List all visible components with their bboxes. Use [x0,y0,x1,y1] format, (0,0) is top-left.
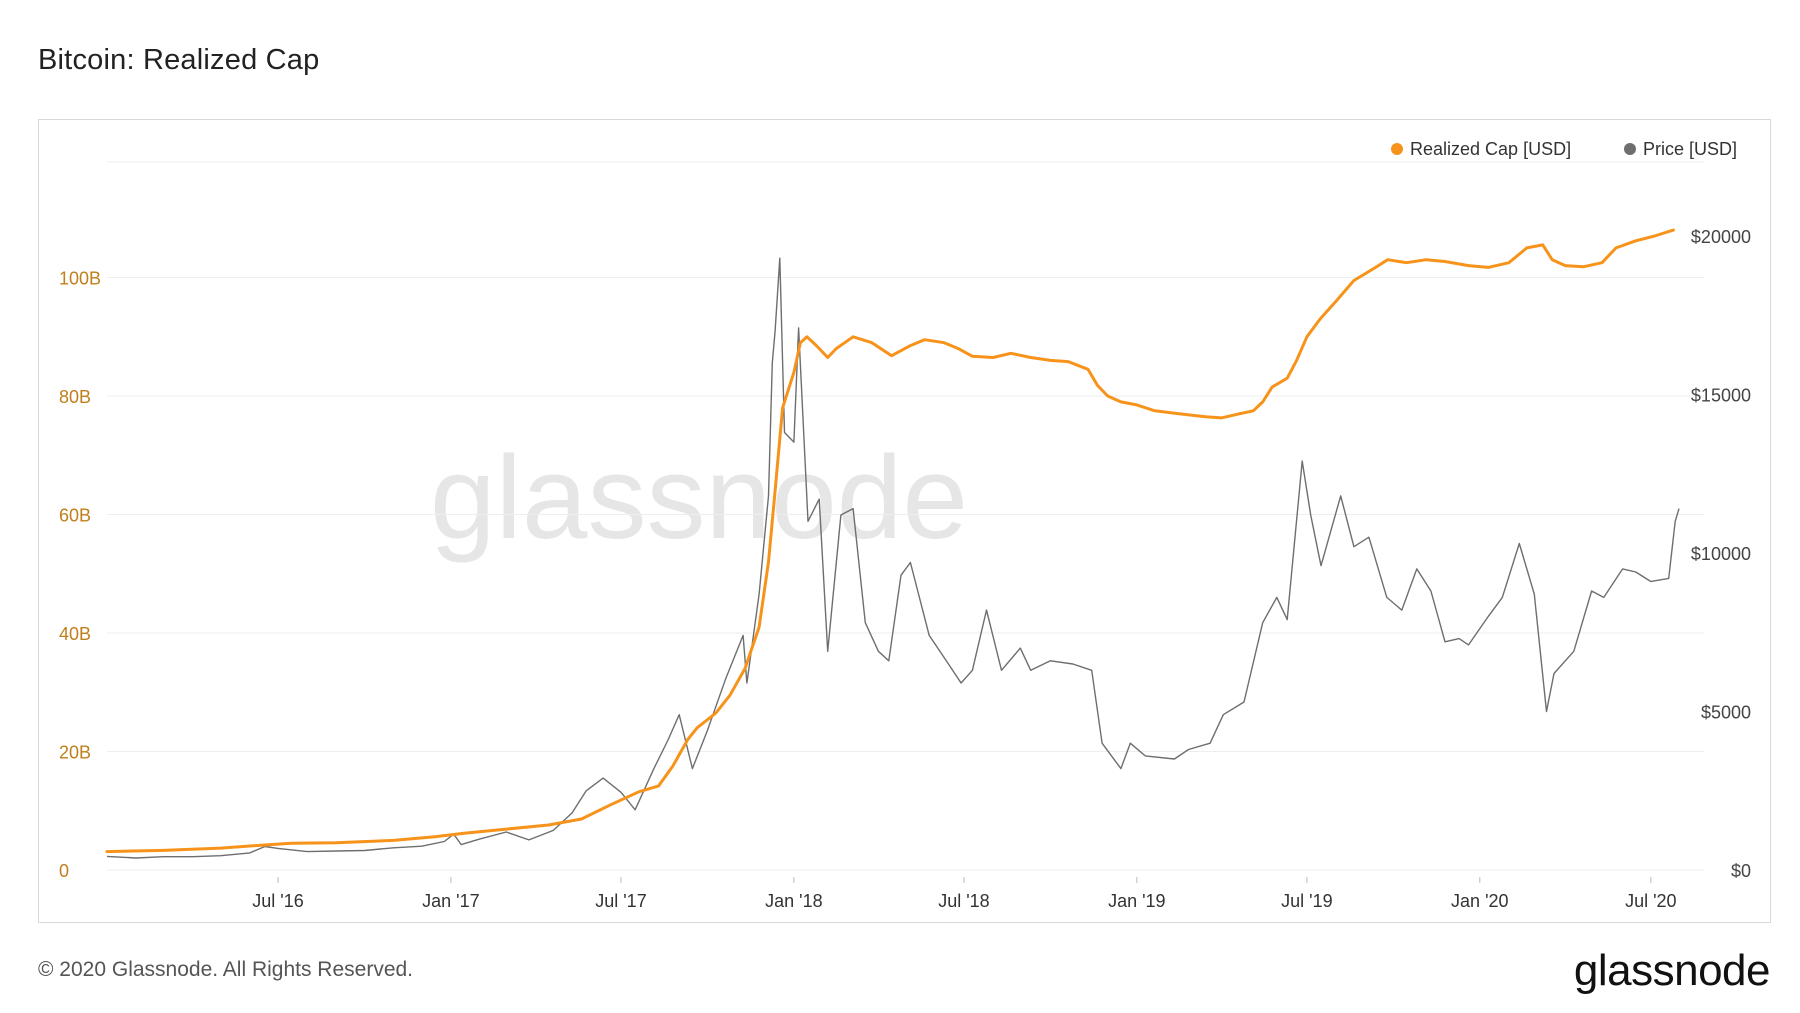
x-tick-label: Jan '18 [765,891,822,911]
legend-label-price: Price [USD] [1643,139,1737,159]
price-series-line [106,257,1680,859]
legend-marker-realized-cap [1391,143,1403,155]
x-tick-label: Jan '17 [422,891,479,911]
watermark: glassnode [430,432,968,564]
x-tick-label: Jan '20 [1451,891,1508,911]
legend: Realized Cap [USD] Price [USD] [1391,139,1737,159]
legend-label-realized-cap: Realized Cap [USD] [1410,139,1571,159]
page-title: Bitcoin: Realized Cap [38,44,320,76]
right-axis-ticks: $0 $5000 $10000 $15000 $20000 [1691,227,1751,881]
right-tick-label: $15000 [1691,386,1751,406]
right-tick-label: $5000 [1701,703,1751,723]
left-tick-label: 40B [59,624,91,644]
right-tick-label: $20000 [1691,227,1751,247]
chart-panel: glassnode 0 20B 40B 60B 80B 100B $0 $5000 $1000… [38,119,1771,923]
right-tick-label: $0 [1731,861,1751,881]
x-tick-label: Jul '18 [938,891,989,911]
x-tick-label: Jul '17 [595,891,646,911]
left-tick-label: 60B [59,506,91,526]
left-tick-label: 80B [59,387,91,407]
left-tick-label: 20B [59,743,91,763]
legend-marker-price [1624,143,1636,155]
realized-cap-chart: glassnode 0 20B 40B 60B 80B 100B $0 $5000 $1000… [59,139,1751,911]
x-tick-label: Jan '19 [1108,891,1165,911]
x-tick-label: Jul '20 [1625,891,1676,911]
left-axis-ticks: 0 20B 40B 60B 80B 100B [59,269,101,882]
grid-lines [107,161,1704,871]
footer-copyright: © 2020 Glassnode. All Rights Reserved. [38,958,414,981]
x-tick-label: Jul '19 [1281,891,1332,911]
left-tick-label: 0 [59,861,69,881]
glassnode-logo[interactable]: glassnode [1573,946,1771,995]
left-tick-label: 100B [59,269,101,289]
right-tick-label: $10000 [1691,544,1751,564]
realized-cap-series-line [105,228,1675,854]
x-axis-ticks: Jul '16 Jan '17 Jul '17 Jan '18 Jul '18 Jan '… [252,877,1677,911]
x-tick-label: Jul '16 [252,891,303,911]
